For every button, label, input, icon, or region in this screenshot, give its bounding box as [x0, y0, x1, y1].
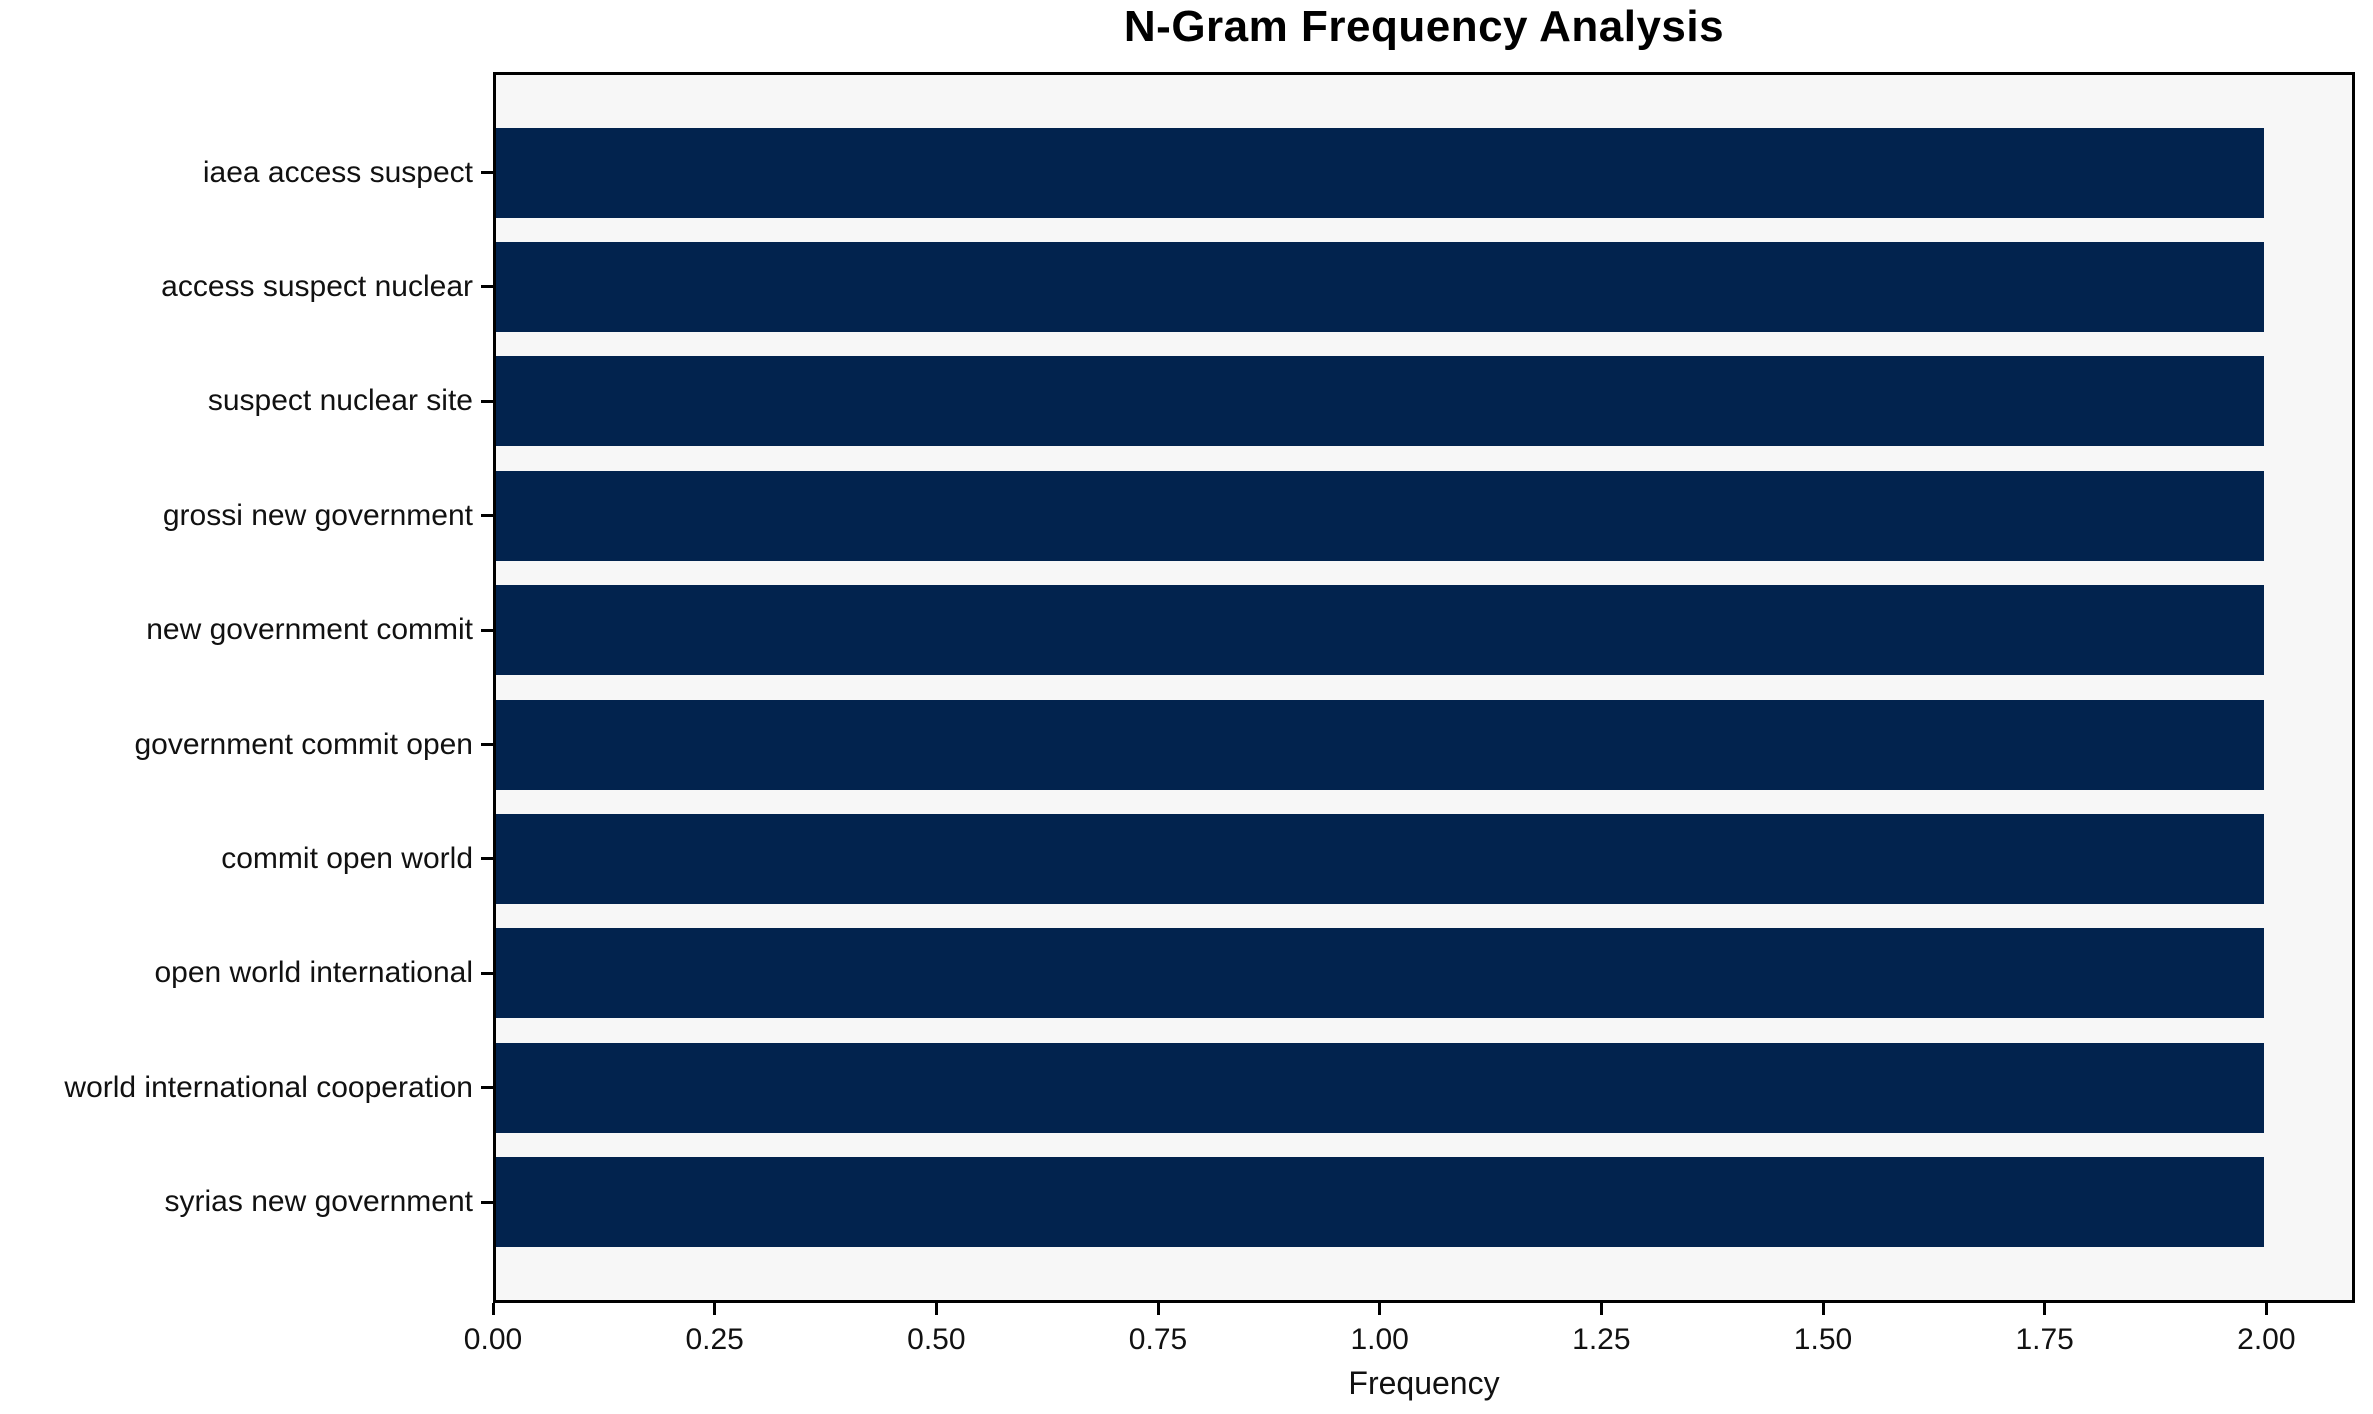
y-tick-label: access suspect nuclear: [161, 269, 473, 303]
y-tick-mark: [481, 1200, 493, 1204]
y-tick-label: syrias new government: [164, 1185, 473, 1219]
x-tick-mark: [1599, 1303, 1603, 1315]
y-tick-mark: [481, 514, 493, 518]
y-tick-mark: [481, 171, 493, 174]
y-axis-labels: iaea access suspect access suspect nuclea…: [0, 0, 473, 1414]
bar: [496, 585, 2264, 676]
y-tick-label: government commit open: [134, 727, 474, 761]
x-axis-title: Frequency: [1348, 1365, 1500, 1401]
x-tick-label: 1.75: [2015, 1323, 2074, 1356]
x-tick-mark: [1378, 1303, 1382, 1315]
x-tick-label: 0.25: [685, 1323, 744, 1356]
bar: [496, 928, 2264, 1019]
chart-title: N-Gram Frequency Analysis: [1123, 2, 1725, 51]
y-tick-label: grossi new government: [162, 498, 473, 532]
x-tick-label: 2.00: [2237, 1323, 2296, 1356]
x-tick-mark: [1156, 1303, 1160, 1315]
y-tick-label: iaea access suspect: [202, 155, 473, 189]
x-tick-mark: [934, 1303, 938, 1315]
x-tick-label: 0.75: [1128, 1323, 1188, 1356]
x-tick-label: 0.00: [463, 1323, 523, 1356]
y-tick-mark: [481, 1086, 493, 1090]
bar: [496, 813, 2264, 904]
x-tick-mark: [491, 1303, 495, 1315]
x-tick-mark: [1821, 1303, 1825, 1315]
bar: [496, 1042, 2264, 1133]
y-tick-mark: [481, 285, 493, 289]
bar: [496, 356, 2264, 447]
y-tick-mark: [481, 399, 493, 403]
x-tick-label: 1.50: [1793, 1323, 1853, 1356]
y-tick-label: suspect nuclear site: [207, 384, 473, 418]
y-tick-label: new government commit: [146, 613, 473, 647]
plot-area: [493, 72, 2355, 1303]
x-tick-label: 1.00: [1350, 1323, 1409, 1356]
x-tick-mark: [2264, 1303, 2268, 1315]
bar: [496, 127, 2264, 218]
x-tick-mark: [2043, 1303, 2047, 1315]
y-tick-label: world international cooperation: [64, 1070, 473, 1104]
x-tick-mark: [713, 1303, 717, 1315]
x-tick-label: 1.25: [1572, 1323, 1631, 1356]
bar: [496, 470, 2264, 561]
x-tick-label: 0.50: [907, 1323, 966, 1356]
bar: [496, 699, 2264, 790]
y-tick-label: open world international: [154, 956, 473, 990]
y-tick-label: commit open world: [221, 841, 473, 875]
y-tick-mark: [481, 743, 493, 746]
y-tick-mark: [481, 971, 493, 975]
y-tick-mark: [481, 628, 493, 632]
bar: [496, 1157, 2264, 1248]
y-tick-mark: [481, 857, 493, 861]
bar: [496, 241, 2264, 332]
